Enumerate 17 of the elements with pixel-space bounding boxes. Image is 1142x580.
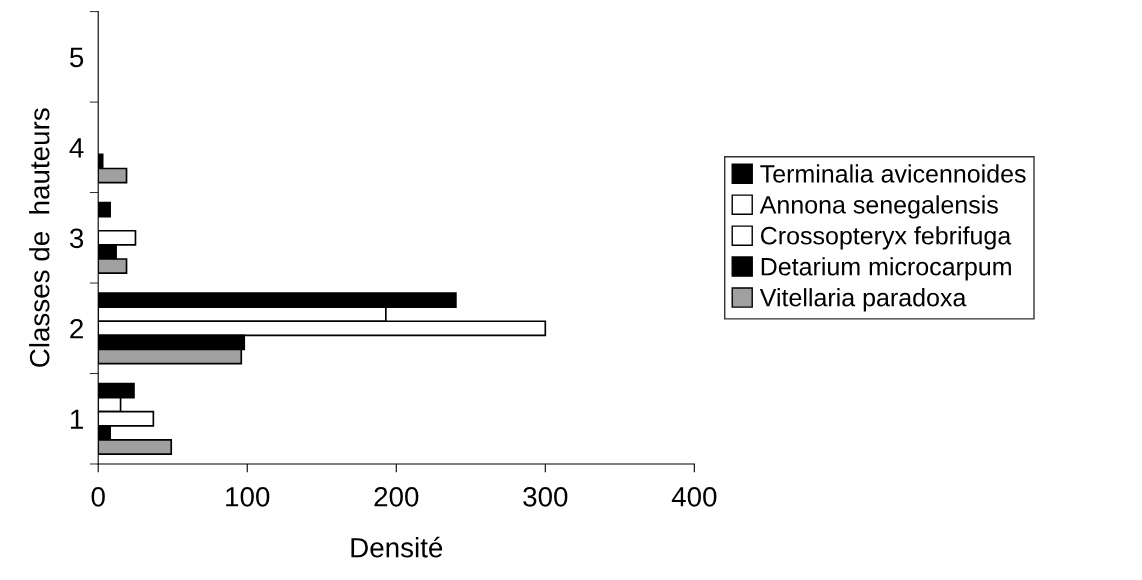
legend-label: Vitellaria paradoxa bbox=[759, 288, 967, 312]
x-tick-label: 0 bbox=[91, 486, 105, 507]
y-tick-label: 1 bbox=[70, 409, 83, 429]
x-tick-label: 100 bbox=[226, 486, 270, 507]
x-tick-label: 400 bbox=[671, 486, 717, 507]
legend-label: Detarium microcarpum bbox=[761, 257, 1011, 281]
y-axis-title: Classes de hauteurs bbox=[29, 108, 50, 367]
y-tick-label: 3 bbox=[69, 228, 84, 249]
y-tick-label: 4 bbox=[69, 138, 84, 158]
x-tick-label: 300 bbox=[523, 486, 568, 507]
legend-label: Annona senegalensis bbox=[759, 195, 998, 219]
y-tick-label: 2 bbox=[70, 318, 83, 339]
y-tick-label: 5 bbox=[69, 47, 84, 68]
legend-label: Terminalia avicennoides bbox=[760, 164, 1026, 183]
legend-label: Crossopteryx febrifuga bbox=[760, 226, 1012, 250]
x-axis-title: Densité bbox=[351, 536, 443, 558]
x-tick-label: 200 bbox=[374, 486, 419, 507]
